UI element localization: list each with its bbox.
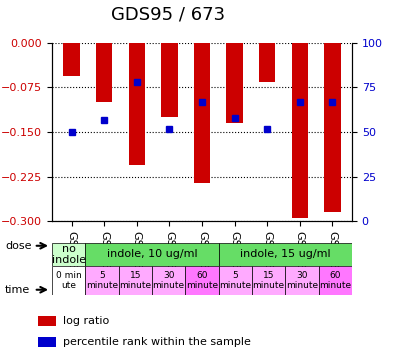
FancyBboxPatch shape: [119, 266, 152, 295]
Text: 30
minute: 30 minute: [153, 271, 185, 290]
Text: 15
minute: 15 minute: [119, 271, 151, 290]
Text: 0 min
ute: 0 min ute: [56, 271, 82, 290]
Text: 5
minute: 5 minute: [219, 271, 251, 290]
Bar: [259, 43, 275, 81]
FancyBboxPatch shape: [152, 266, 185, 295]
FancyBboxPatch shape: [185, 266, 219, 295]
FancyBboxPatch shape: [252, 266, 285, 295]
Text: 60
minute: 60 minute: [319, 271, 351, 290]
Text: time: time: [5, 285, 30, 295]
Text: indole, 10 ug/ml: indole, 10 ug/ml: [107, 249, 197, 260]
Bar: [64, 43, 80, 76]
Text: 15
minute: 15 minute: [253, 271, 285, 290]
FancyBboxPatch shape: [285, 266, 319, 295]
Bar: [38, 316, 56, 326]
FancyBboxPatch shape: [219, 243, 352, 266]
Text: 60
minute: 60 minute: [186, 271, 218, 290]
Text: dose: dose: [5, 241, 32, 251]
FancyBboxPatch shape: [85, 243, 219, 266]
Text: GDS95 / 673: GDS95 / 673: [111, 5, 225, 23]
Bar: [96, 43, 112, 102]
Text: log ratio: log ratio: [63, 316, 110, 326]
FancyBboxPatch shape: [85, 266, 119, 295]
Text: indole, 15 ug/ml: indole, 15 ug/ml: [240, 249, 331, 260]
FancyBboxPatch shape: [52, 266, 85, 295]
Text: percentile rank within the sample: percentile rank within the sample: [63, 337, 251, 347]
FancyBboxPatch shape: [219, 266, 252, 295]
FancyBboxPatch shape: [52, 243, 85, 266]
Bar: [38, 337, 56, 347]
Bar: [292, 43, 308, 218]
Bar: [194, 43, 210, 183]
Text: 30
minute: 30 minute: [286, 271, 318, 290]
Bar: [226, 43, 243, 123]
Text: 5
minute: 5 minute: [86, 271, 118, 290]
Bar: [324, 43, 340, 212]
Text: no
indole: no indole: [52, 243, 86, 265]
FancyBboxPatch shape: [319, 266, 352, 295]
Bar: [161, 43, 178, 117]
Bar: [129, 43, 145, 165]
